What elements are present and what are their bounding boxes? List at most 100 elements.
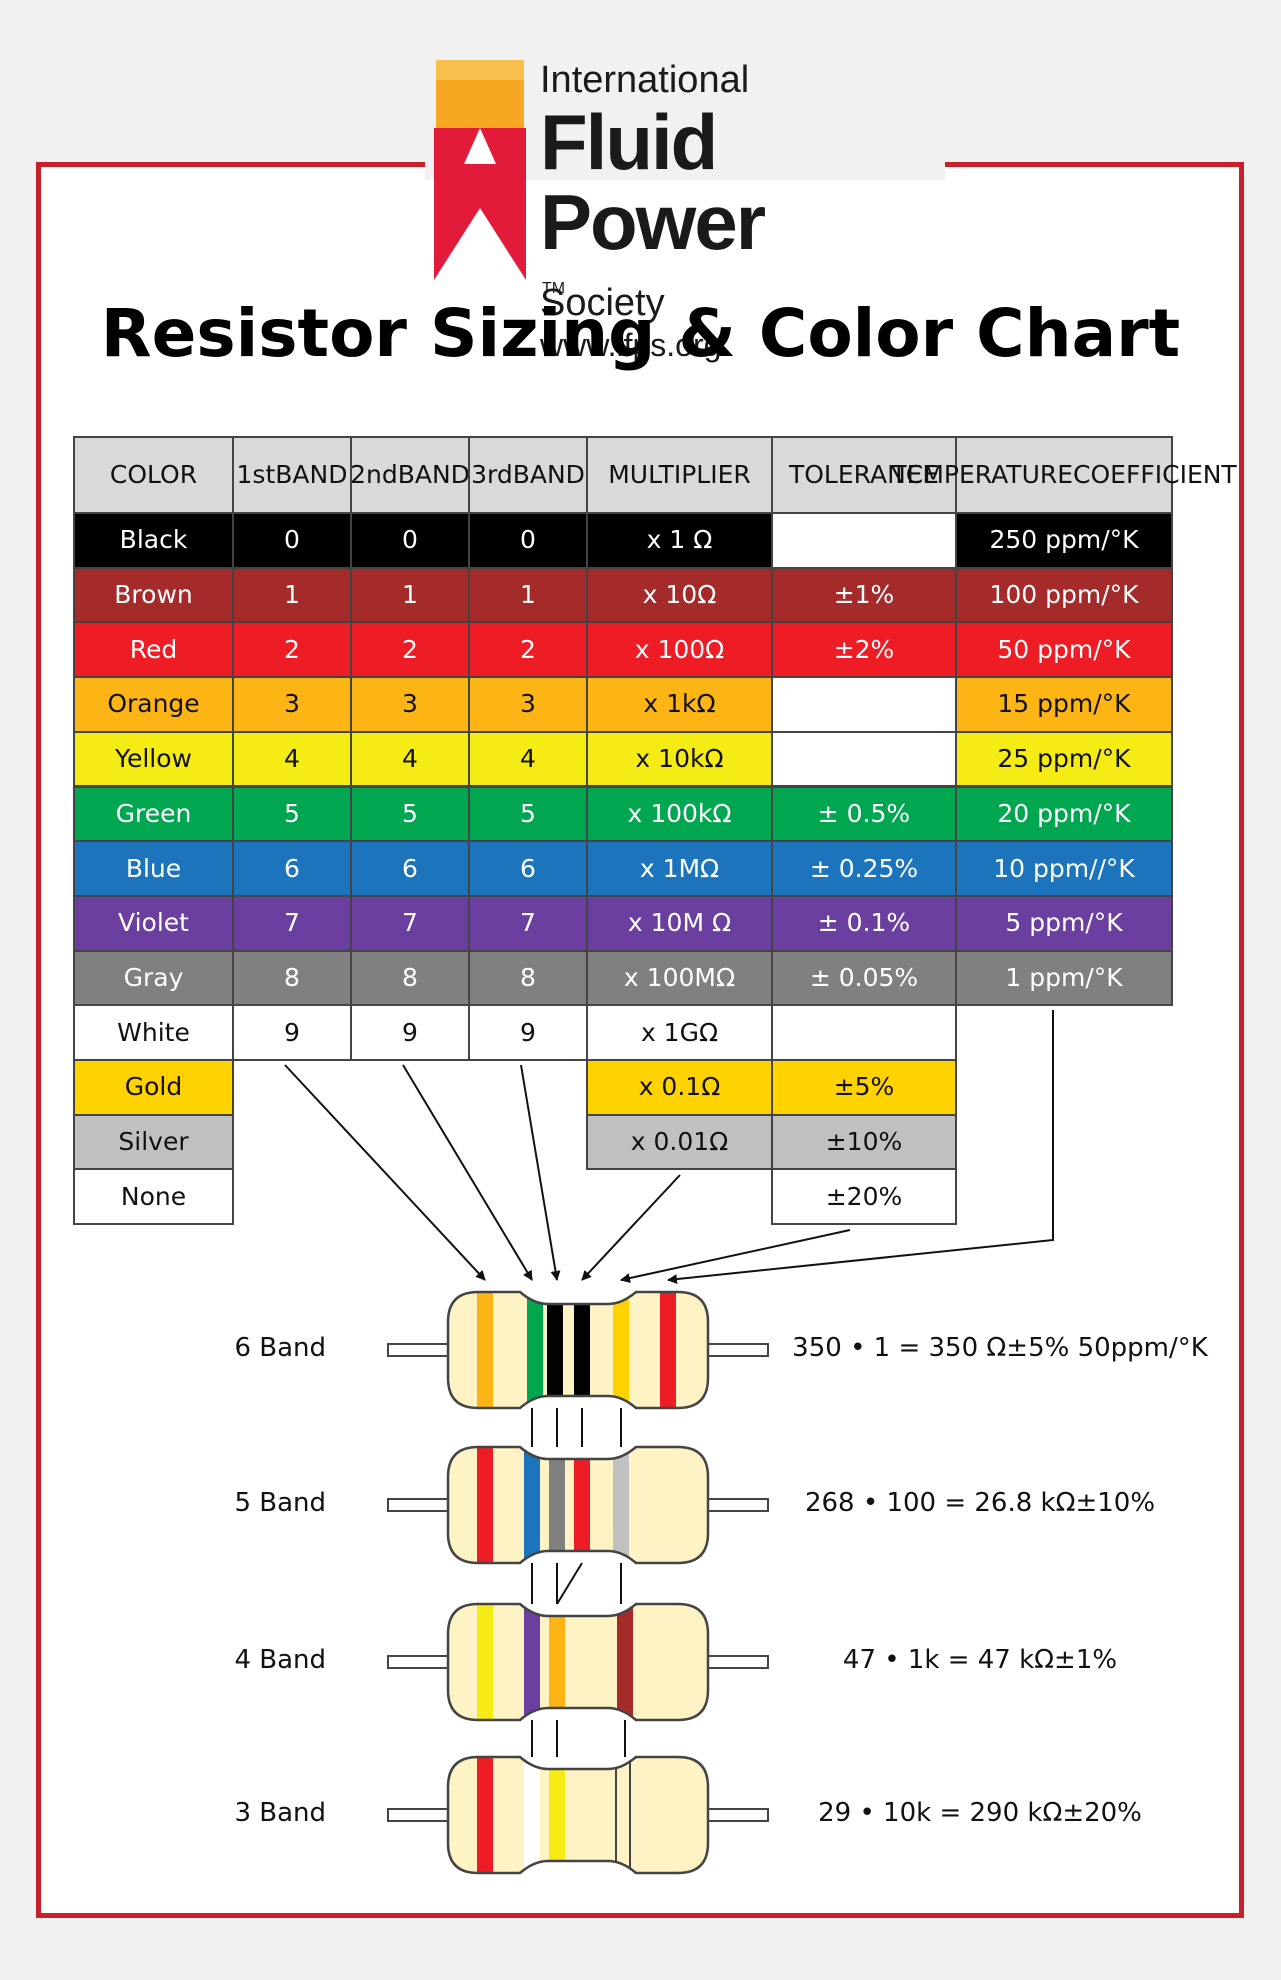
cell-text: 1st — [236, 460, 276, 489]
band3-blue: 6 — [468, 840, 588, 897]
multiplier-red: x 100Ω — [586, 621, 773, 679]
resistor-label-4: 3 Band — [234, 1798, 326, 1828]
cell-text: Yellow — [115, 744, 192, 774]
cell-text: 3 — [520, 689, 536, 719]
cell-text: x 10kΩ — [635, 744, 724, 774]
resistor-3-band-2 — [524, 1604, 540, 1720]
resistor-2-band-5 — [613, 1447, 629, 1563]
cell-text: 5 ppm/°K — [1005, 908, 1123, 938]
cell-text: 2 — [284, 634, 300, 664]
resistor-3-band-3 — [549, 1604, 565, 1720]
resistor-2 — [387, 1445, 769, 1565]
tolerance-white — [771, 1004, 957, 1061]
color-name-none: None — [73, 1168, 234, 1226]
leader-arrow-2 — [402, 1064, 533, 1281]
resistor-formula-3: 47 • 1k = 47 kΩ±1% — [842, 1645, 1118, 1675]
page-title: Resistor Sizing & Color Chart — [100, 295, 1181, 372]
band2-white: 9 — [350, 1004, 470, 1061]
band1-yellow: 4 — [232, 730, 352, 788]
cell-text: Brown — [114, 580, 193, 610]
color-name-silver: Silver — [73, 1113, 234, 1171]
cell-text: Green — [115, 798, 192, 828]
tolerance-violet: ± 0.1% — [771, 894, 957, 952]
resistor-3-band-1 — [477, 1604, 493, 1720]
color-name-violet: Violet — [73, 894, 234, 952]
band2-brown: 1 — [350, 566, 470, 624]
resistor-formula-2: 268 • 100 = 26.8 kΩ±10% — [804, 1488, 1156, 1518]
color-name-blue: Blue — [73, 840, 234, 897]
resistor-1 — [387, 1290, 769, 1410]
cell-text: 9 — [284, 1017, 300, 1047]
cell-text: 1 — [402, 580, 418, 610]
resistor-4 — [387, 1755, 769, 1875]
logo-trademark: TM — [542, 280, 566, 297]
cell-text: 2 — [520, 634, 536, 664]
leader-arrow-4 — [581, 1174, 681, 1281]
cell-text: ± 0.05% — [809, 962, 919, 992]
cell-text: BAND — [512, 460, 585, 489]
resistor-4-band-1 — [477, 1757, 493, 1873]
cell-text: Orange — [107, 689, 200, 719]
logo-line-fluid-power: Fluid Power — [540, 98, 766, 266]
cell-text: 7 — [520, 908, 536, 938]
resistor-2-band-4 — [574, 1447, 590, 1563]
cell-text: x 0.1Ω — [638, 1072, 721, 1102]
cell-text: 15 ppm/°K — [997, 689, 1131, 719]
tolerance-brown: ±1% — [771, 566, 957, 624]
cell-text: ±2% — [833, 634, 895, 664]
band2-gray: 8 — [350, 949, 470, 1007]
cell-text: x 1kΩ — [643, 689, 716, 719]
resistor-lead-left — [387, 1655, 451, 1669]
leader-arrow-6 — [667, 1010, 1054, 1285]
band2-black: 0 — [350, 512, 470, 569]
cell-text: 4 — [402, 744, 418, 774]
header-1st-band: 1st BAND — [232, 436, 352, 514]
cell-text: 50 ppm/°K — [997, 634, 1131, 664]
color-name-yellow: Yellow — [73, 730, 234, 788]
ifps-emblem-icon — [434, 60, 526, 280]
multiplier-gold: x 0.1Ω — [586, 1059, 773, 1116]
cell-text: 3 — [402, 689, 418, 719]
multiplier-white: x 1GΩ — [586, 1004, 773, 1061]
resistor-body — [448, 1757, 708, 1873]
band2-yellow: 4 — [350, 730, 470, 788]
tolerance-blue: ± 0.25% — [771, 840, 957, 897]
resistor-lead-right — [705, 1808, 769, 1822]
cell-text: ±5% — [833, 1072, 895, 1102]
cell-text: 0 — [520, 525, 536, 555]
color-name-gray: Gray — [73, 949, 234, 1007]
resistor-formula-1: 350 • 1 = 350 Ω±5% 50ppm/°K — [792, 1333, 1208, 1363]
band1-red: 2 — [232, 621, 352, 679]
leader-arrow-3 — [520, 1064, 561, 1281]
resistor-lead-left — [387, 1343, 451, 1357]
resistor-lead-left — [387, 1808, 451, 1822]
cell-text: 25 ppm/°K — [997, 744, 1131, 774]
color-name-brown: Brown — [73, 566, 234, 624]
resistor-body-outline — [446, 1755, 710, 1875]
cell-text: x 1GΩ — [640, 1017, 719, 1047]
resistor-4-band-2 — [524, 1757, 540, 1873]
tempco-blue: 10 ppm//°K — [955, 840, 1173, 897]
cell-text: Gold — [124, 1072, 183, 1102]
cell-text: 6 — [520, 853, 536, 883]
resistor-2-band-3 — [549, 1447, 565, 1563]
connector-line-7 — [556, 1562, 583, 1605]
cell-text: 4 — [520, 744, 536, 774]
cell-text: Red — [129, 634, 178, 664]
resistor-4-band-3 — [549, 1757, 565, 1873]
cell-text: None — [120, 1181, 187, 1211]
cell-text: 6 — [284, 853, 300, 883]
cell-text: 3rd — [471, 460, 513, 489]
band1-green: 5 — [232, 785, 352, 843]
cell-text: ±1% — [833, 580, 895, 610]
resistor-2-band-2 — [524, 1447, 540, 1563]
leader-arrow-1 — [284, 1064, 486, 1281]
logo-line-society: Society — [540, 282, 665, 324]
cell-text: 5 — [402, 798, 418, 828]
resistor-4-empty-band — [615, 1757, 631, 1873]
cell-text: ±10% — [825, 1127, 903, 1157]
resistor-formula-4: 29 • 10k = 290 kΩ±20% — [818, 1798, 1142, 1828]
header-3rd-band: 3rd BAND — [468, 436, 588, 514]
header-2nd-band: 2nd BAND — [350, 436, 470, 514]
resistor-1-band-6 — [660, 1292, 676, 1408]
